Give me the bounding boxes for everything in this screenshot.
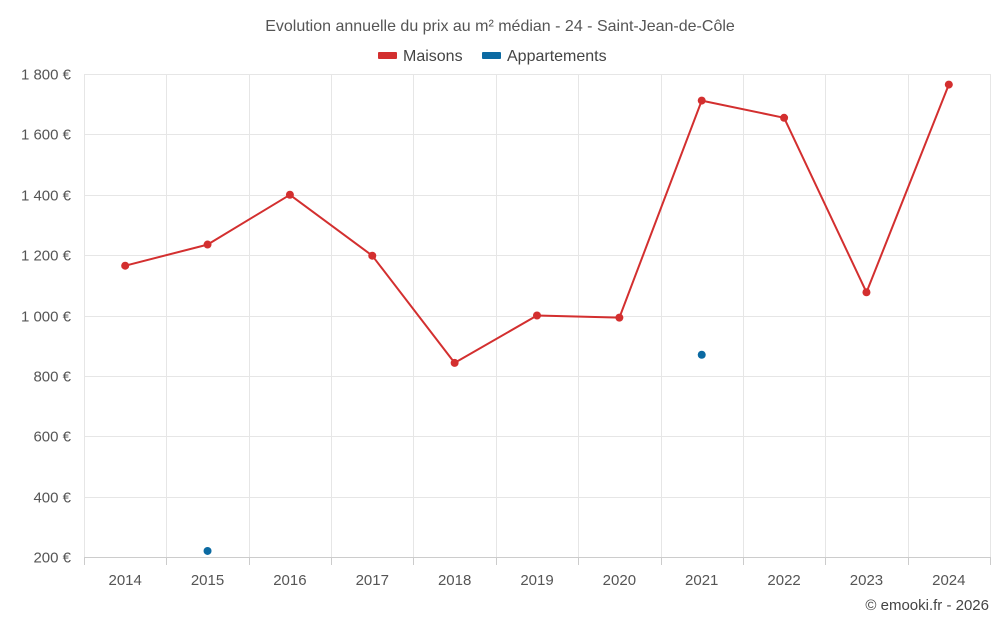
legend-label-appartements: Appartements: [507, 48, 607, 65]
x-tick-label: 2022: [767, 572, 800, 589]
x-axis-ticks: 2014 2015 2016 2017 2018 2019 2020 2021 2022 2023…: [84, 557, 991, 589]
x-tick-label: 2019: [520, 572, 553, 589]
legend-item-maisons[interactable]: Maisons: [378, 48, 463, 65]
y-tick-label: 1 600 €: [21, 127, 72, 144]
data-point-appartements[interactable]: [203, 546, 212, 555]
series-appartements: [203, 350, 706, 555]
legend-swatch-appartements: [482, 52, 501, 59]
series-layer: [121, 80, 953, 555]
series-maisons: [121, 80, 953, 367]
x-tick-label: 2020: [603, 572, 636, 589]
y-tick-label: 400 €: [33, 490, 71, 507]
credit-text: © emooki.fr - 2026: [865, 597, 989, 614]
data-point-maisons[interactable]: [368, 251, 377, 260]
data-point-maisons[interactable]: [533, 311, 541, 320]
legend-swatch-maisons: [378, 52, 397, 59]
data-point-maisons[interactable]: [615, 313, 624, 322]
y-axis-ticks: 200 € 400 € 600 € 800 € 1 000 € 1 200 € 1 400 …: [21, 67, 72, 567]
y-tick-label: 1 000 €: [21, 309, 72, 326]
x-tick-label: 2015: [191, 572, 224, 589]
x-tick-label: 2021: [685, 572, 718, 589]
data-point-maisons[interactable]: [121, 261, 130, 270]
legend-item-appartements[interactable]: Appartements: [482, 48, 607, 65]
data-point-maisons[interactable]: [203, 240, 212, 249]
x-tick-label: 2018: [438, 572, 471, 589]
y-tick-label: 1 400 €: [21, 188, 72, 205]
data-point-maisons[interactable]: [862, 288, 871, 297]
x-tick-label: 2014: [108, 572, 141, 589]
x-tick-label: 2024: [932, 572, 965, 589]
data-point-maisons[interactable]: [944, 80, 953, 89]
y-tick-label: 200 €: [33, 550, 71, 567]
y-tick-label: 1 200 €: [21, 248, 72, 265]
legend-label-maisons: Maisons: [403, 48, 463, 65]
data-point-maisons[interactable]: [450, 358, 459, 367]
data-point-maisons[interactable]: [780, 113, 789, 122]
y-tick-label: 1 800 €: [21, 67, 72, 84]
chart-title: Evolution annuelle du prix au m² médian …: [265, 18, 735, 35]
x-tick-label: 2016: [273, 572, 306, 589]
gridlines: [84, 74, 991, 557]
y-tick-label: 600 €: [33, 429, 71, 446]
y-tick-label: 800 €: [33, 369, 71, 386]
data-point-appartements[interactable]: [697, 350, 706, 359]
x-tick-label: 2017: [356, 572, 389, 589]
x-tick-label: 2023: [850, 572, 883, 589]
legend: Maisons Appartements: [378, 48, 607, 65]
data-point-maisons[interactable]: [697, 96, 706, 105]
data-point-maisons[interactable]: [285, 190, 294, 199]
